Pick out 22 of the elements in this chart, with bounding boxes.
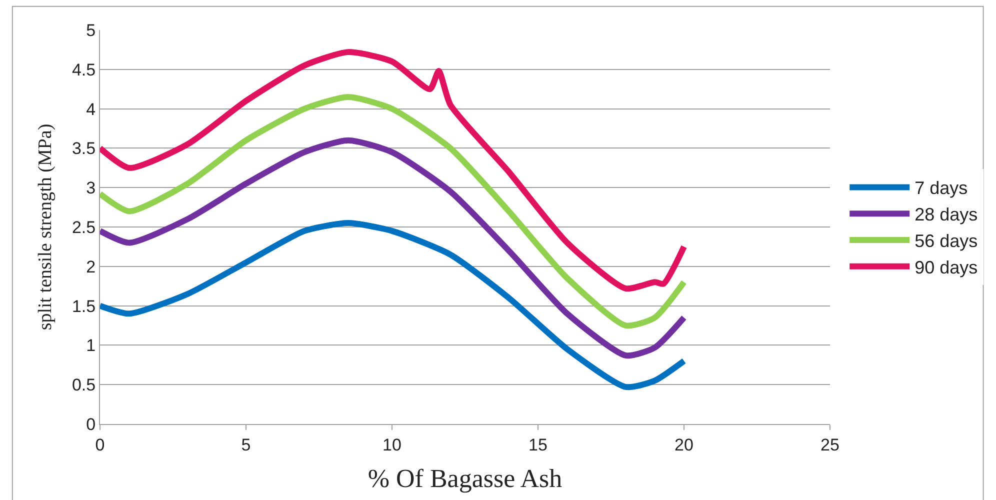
y-tick-label: 0 [86,414,96,434]
legend-label: 56 days [914,231,978,252]
x-tick-label: 15 [528,435,548,454]
x-axis-title: % Of Bagasse Ash [368,464,562,494]
y-tick-label: 1.5 [72,296,96,316]
y-tick-label: 2 [86,257,96,276]
y-tick-label: 3.5 [72,139,96,158]
legend-label: 7 days [914,178,968,198]
y-tick-label: 4.5 [72,60,96,80]
x-tick-label: 20 [674,435,694,454]
x-tick-label: 10 [382,435,402,454]
x-tick-label: 5 [241,435,251,454]
y-tick-label: 2.5 [72,218,96,237]
legend-label: 90 days [914,257,978,278]
y-tick-label: 5 [86,20,96,40]
y-tick-label: 4 [86,100,96,119]
y-tick-label: 0.5 [72,376,96,395]
legend-label: 28 days [914,204,978,225]
y-tick-label: 3 [86,178,96,198]
y-axis-title: split tensile strength (MPa) [34,124,56,330]
x-tick-label: 25 [820,435,840,454]
y-tick-label: 1 [86,336,96,356]
